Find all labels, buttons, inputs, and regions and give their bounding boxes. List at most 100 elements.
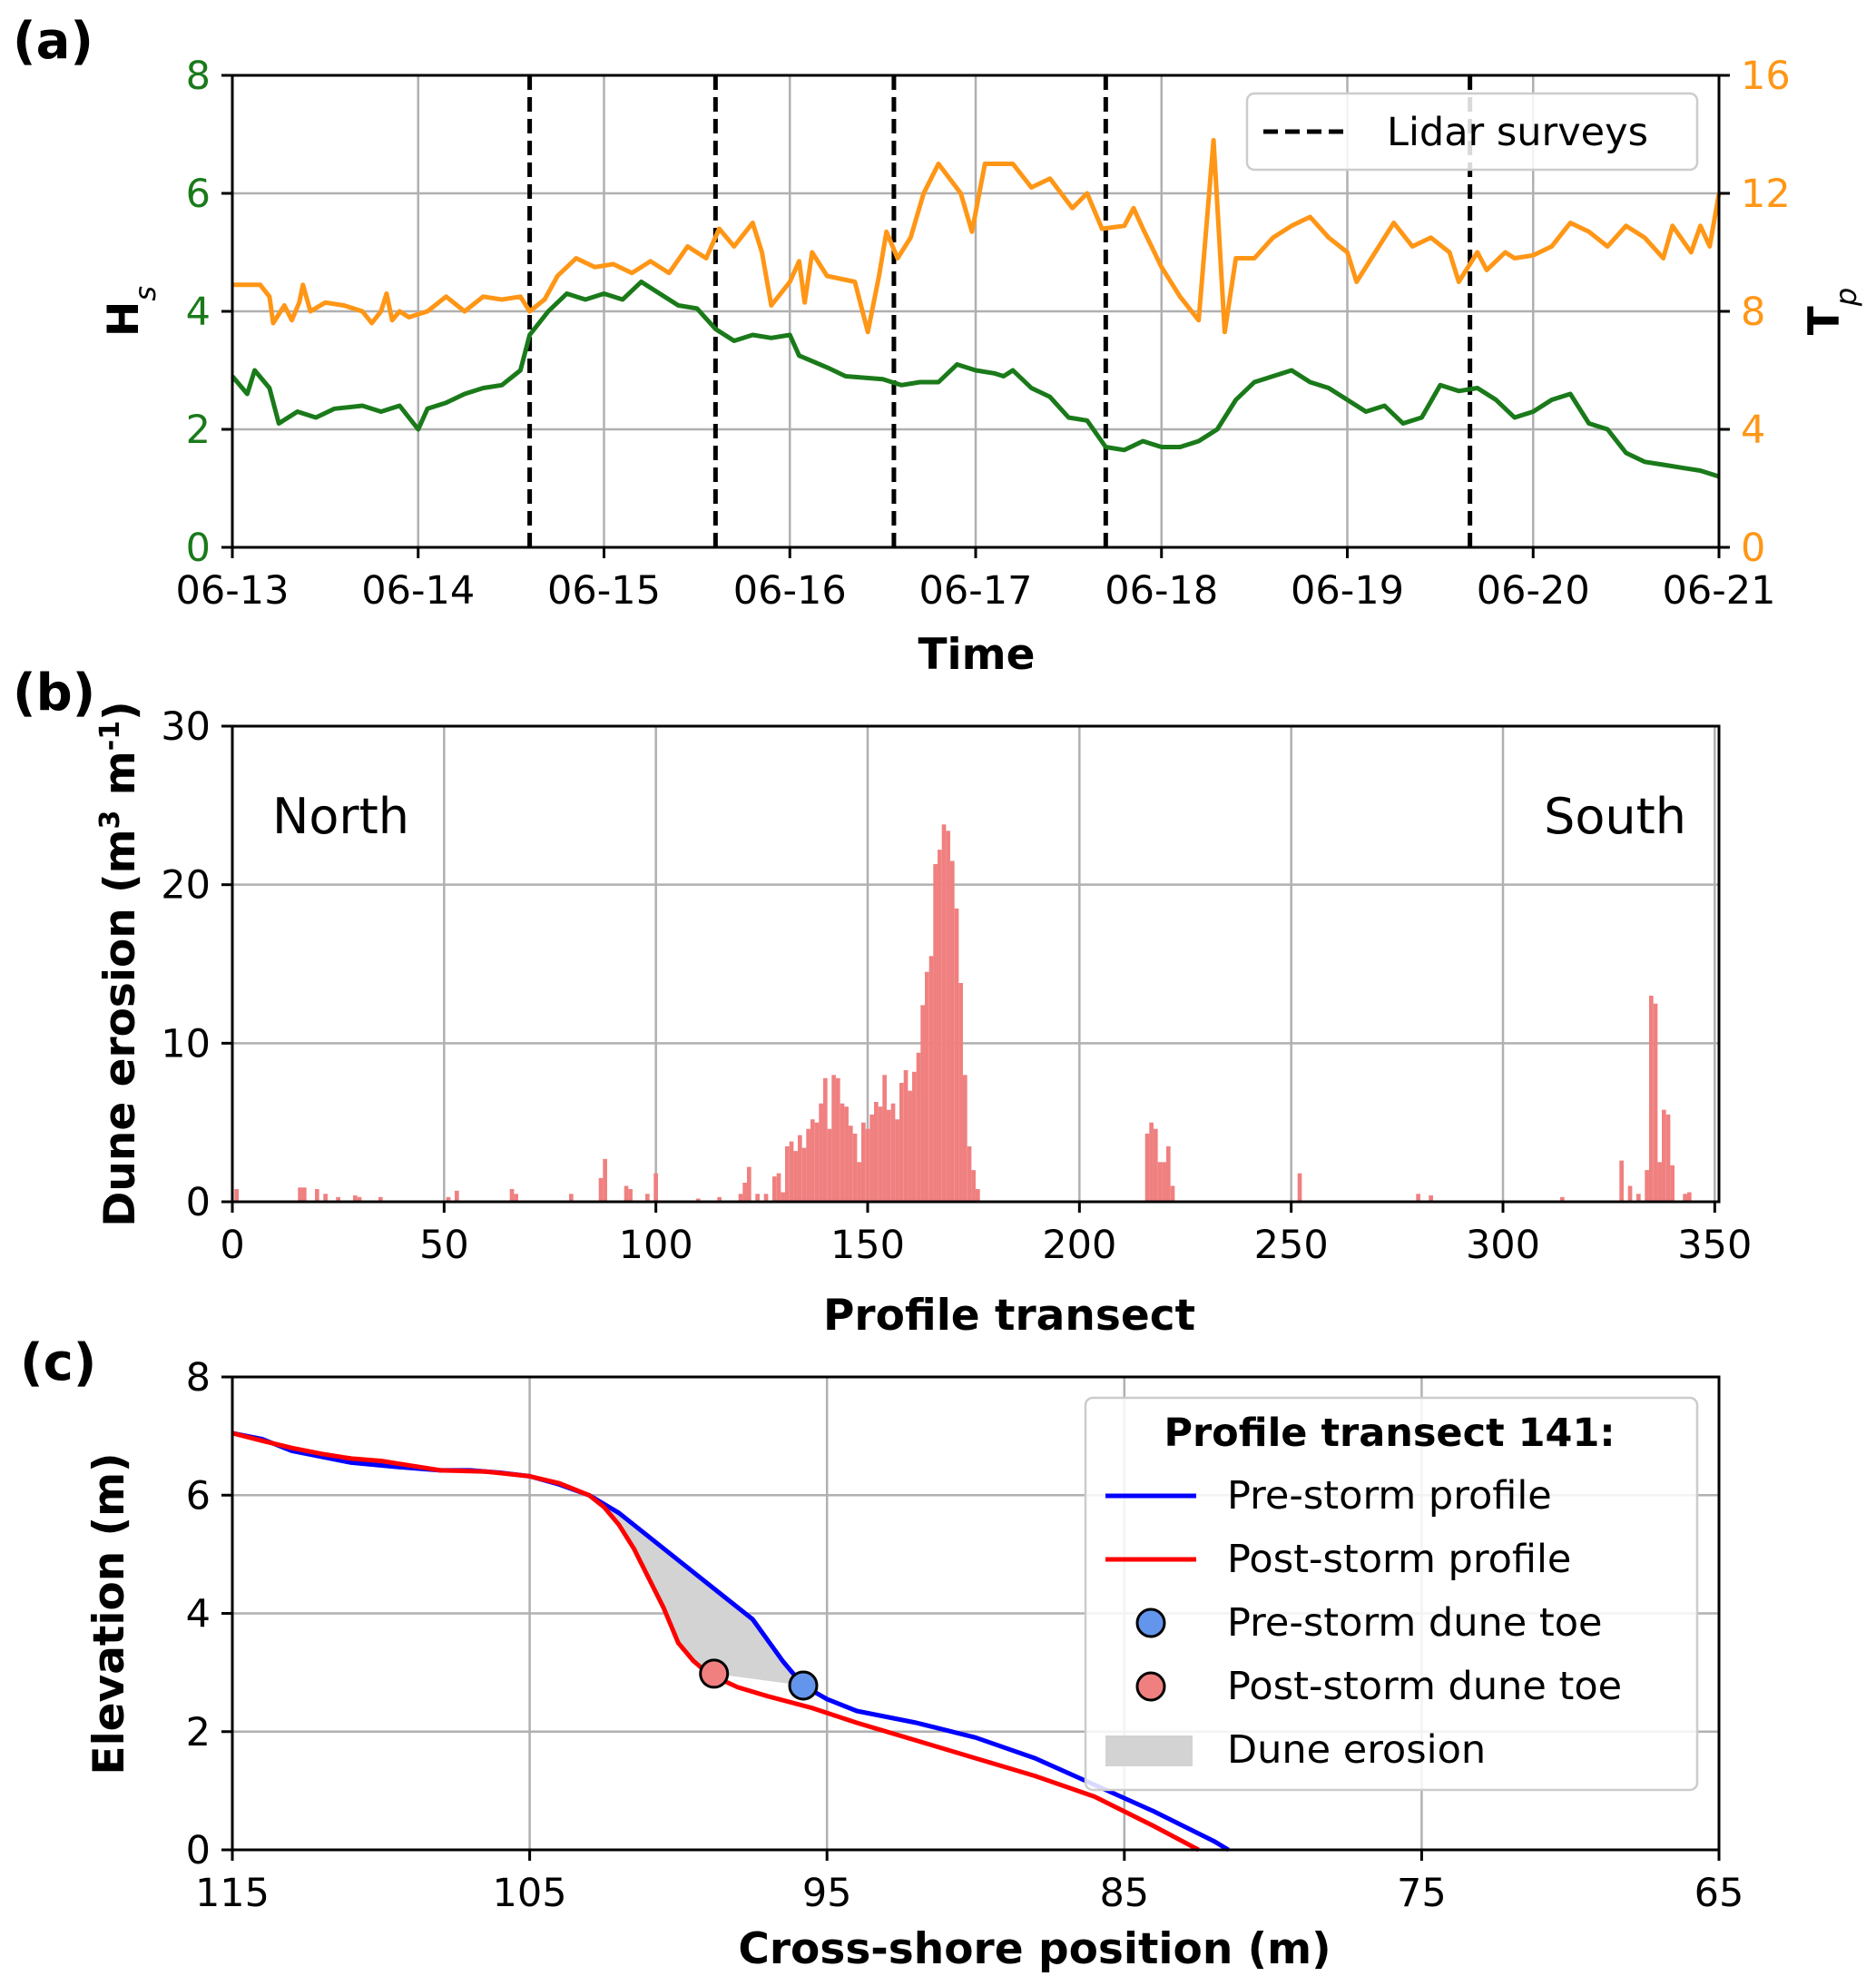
tick-label-x: 06-13: [176, 568, 290, 614]
erosion-bar: [789, 1141, 794, 1202]
panel-c-xlabel: Cross-shore position (m): [738, 1924, 1331, 1974]
erosion-bar: [645, 1194, 650, 1202]
panel-b-ylabel-sup1: 3: [94, 811, 126, 830]
panel-c-label: (c): [20, 1333, 96, 1392]
erosion-bar: [798, 1135, 802, 1202]
erosion-bar: [336, 1196, 340, 1202]
tick-label-x: 0: [220, 1223, 244, 1268]
tick-label-x: 250: [1254, 1223, 1329, 1268]
erosion-bar: [1166, 1145, 1171, 1202]
erosion-bar: [1429, 1195, 1433, 1202]
tp-axis-label: Tp: [1800, 288, 1863, 335]
tick-label-y: 2: [186, 1710, 211, 1755]
panel-b-label: (b): [13, 664, 95, 723]
tp-axis-label-sub: p: [1829, 288, 1863, 307]
south-annotation: South: [1544, 788, 1686, 845]
pre-storm-dune-toe-marker: [788, 1670, 819, 1701]
erosion-bar: [844, 1106, 849, 1202]
erosion-bar: [1687, 1192, 1692, 1202]
panel-b-frame: [231, 724, 1721, 1204]
tick-label-y-right: 0: [1741, 526, 1765, 571]
erosion-bar: [514, 1194, 518, 1202]
panel-b-ylabel-b: m: [95, 751, 145, 810]
panel-c-ticks: 115 105 95 85 75 65 0 2 4 6 8: [186, 1355, 1744, 1916]
panel-b-ylabel-c: ): [95, 701, 145, 720]
tick-label-x: 95: [802, 1871, 852, 1916]
panel-b-xlabel: Profile transect: [823, 1291, 1195, 1341]
erosion-bar: [1657, 1162, 1662, 1202]
tick-label-x: 150: [830, 1223, 905, 1268]
tick-label-y: 20: [161, 863, 211, 909]
tick-label-x: 06-14: [361, 568, 475, 614]
legend-post-storm-toe-label: Post-storm dune toe: [1227, 1664, 1622, 1709]
panel-b-ylabel-a: Dune erosion (m: [95, 829, 145, 1226]
erosion-bar: [938, 850, 942, 1202]
erosion-bar: [950, 860, 955, 1202]
erosion-bar: [814, 1122, 820, 1202]
hs-axis-label-main: H: [99, 301, 149, 337]
erosion-bar: [1619, 1160, 1624, 1202]
tick-label-y: 8: [186, 1355, 211, 1401]
erosion-bar: [1670, 1165, 1675, 1202]
tick-label-y: 10: [161, 1021, 211, 1067]
erosion-bar: [1649, 995, 1654, 1202]
tick-label-x: 06-19: [1291, 568, 1404, 614]
erosion-bar: [763, 1194, 769, 1202]
hs-line: [231, 280, 1720, 479]
erosion-bar: [890, 1103, 896, 1202]
tick-label-x: 06-16: [733, 568, 847, 614]
panel-c-legend-box: [1084, 1396, 1699, 1792]
erosion-bar: [920, 1005, 925, 1202]
tick-label-y: 4: [186, 1592, 211, 1637]
panel-b: (b) 0 50 100 150 200 250 300 350 0 10 20 30 North S…: [13, 664, 1752, 1341]
erosion-bar: [1662, 1109, 1666, 1202]
tick-label-x: 350: [1677, 1223, 1752, 1268]
erosion-bar: [823, 1077, 828, 1202]
erosion-bar: [899, 1083, 904, 1202]
legend-title: Profile transect 141:: [1164, 1411, 1615, 1456]
tick-label-x: 06-17: [919, 568, 1033, 614]
erosion-bar: [628, 1189, 633, 1202]
erosion-bar: [827, 1128, 832, 1202]
erosion-bar: [742, 1183, 747, 1202]
tick-label-x: 85: [1099, 1871, 1149, 1916]
panel-a-xlabel: Time: [918, 630, 1035, 680]
panel-b-ylabel-sup2: -1: [94, 721, 126, 751]
tick-label-x: 50: [419, 1223, 469, 1268]
erosion-bar: [785, 1145, 790, 1202]
erosion-bar: [455, 1190, 459, 1202]
erosion-bar: [793, 1151, 798, 1202]
legend-pre-storm-label: Pre-storm profile: [1227, 1473, 1552, 1519]
dune-erosion-area: [589, 1495, 803, 1686]
erosion-bar: [323, 1194, 328, 1202]
panel-b-grid: [231, 724, 1719, 1204]
legend-pre-storm-toe-label: Pre-storm dune toe: [1227, 1600, 1602, 1646]
erosion-bar: [861, 1122, 866, 1202]
erosion-bars: [234, 824, 1692, 1202]
erosion-bar: [598, 1177, 604, 1202]
erosion-bar: [869, 1114, 874, 1202]
panel-a-legend: Lidar surveys: [1245, 92, 1699, 172]
erosion-bar: [772, 1176, 777, 1202]
panel-c-ylabel: Elevation (m): [84, 1452, 134, 1775]
erosion-bar: [446, 1196, 451, 1202]
legend-erosion-swatch: [1105, 1735, 1193, 1766]
tick-label-y-left: 0: [186, 526, 211, 571]
erosion-bar: [908, 1090, 912, 1202]
panel-b-ylabel: Dune erosion (m3 m-1): [94, 701, 146, 1226]
erosion-bar: [298, 1187, 302, 1202]
erosion-bar: [865, 1128, 870, 1202]
erosion-bar: [1162, 1162, 1166, 1202]
tick-label-y: 0: [186, 1180, 211, 1225]
erosion-bar: [928, 956, 934, 1202]
legend-pre-storm-toe-swatch: [1135, 1607, 1166, 1638]
erosion-bar: [603, 1158, 607, 1202]
erosion-bar: [925, 971, 929, 1202]
erosion-bar: [874, 1102, 879, 1202]
erosion-bar: [831, 1075, 836, 1202]
erosion-bar: [967, 1145, 972, 1202]
erosion-bar: [1157, 1162, 1163, 1202]
erosion-bar: [302, 1187, 307, 1202]
panel-c-legend: Profile transect 141: Pre-storm profile …: [1084, 1396, 1699, 1792]
post-storm-line: [231, 1431, 1200, 1853]
